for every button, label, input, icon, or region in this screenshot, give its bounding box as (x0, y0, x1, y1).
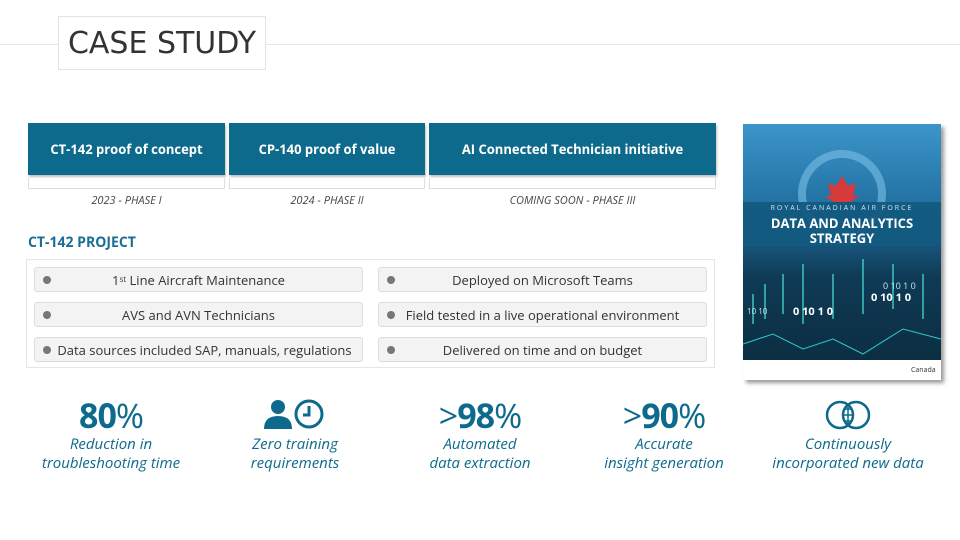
bullet-panel (26, 259, 715, 368)
divider (0, 44, 960, 45)
poster: ROYAL CANADIAN AIR FORCE DATA AND ANALYT… (743, 124, 941, 380)
bullet: Deployed on Microsoft Teams (378, 267, 707, 292)
bullet-text: Deployed on Microsoft Teams (452, 270, 633, 289)
bullet-text: AVS and AVN Technicians (122, 305, 275, 324)
poster-title: DATA AND ANALYTICS (770, 214, 914, 232)
bullet-number: 1 (112, 270, 120, 289)
caption-line: Continuously (804, 434, 892, 454)
phase-box: CP-140 proof of value (229, 123, 425, 175)
bullet-text: Delivered on time and on budget (442, 340, 643, 359)
bullet-text: Data sources included SAP, manuals, regu… (57, 340, 352, 359)
caption-line: incorporated new data (772, 453, 924, 473)
title: CASE STUDY (58, 16, 266, 70)
section-heading: CT-142 PROJECT (28, 233, 136, 252)
stat: >98% (385, 395, 575, 435)
poster-binary: 0 10 1 0 (793, 304, 834, 319)
bracket (28, 178, 225, 189)
stat-caption: Continuously incorporated new data (753, 435, 943, 473)
caption-line: Accurate (635, 434, 693, 454)
caption-line: data extraction (429, 453, 531, 473)
stat-value: 80 (79, 392, 117, 438)
stat-caption: Automated data extraction (385, 435, 575, 473)
caption-line: insight generation (604, 453, 724, 473)
bullet: Data sources included SAP, manuals, regu… (34, 337, 363, 362)
stat-caption: Zero training requirements (200, 435, 390, 473)
poster-binary: 0 10 1 0 (871, 290, 912, 305)
stat: >90% (569, 395, 759, 435)
caption-line: requirements (250, 453, 340, 473)
stat-caption: Reduction in troubleshooting time (16, 435, 206, 473)
phase-box: CT-142 proof of concept (28, 123, 225, 175)
stat-unit: % (115, 392, 144, 438)
caption-line: Zero training (252, 434, 338, 454)
bullet: AVS and AVN Technicians (34, 302, 363, 327)
caption-line: Reduction in (69, 434, 153, 454)
stat-value: 90 (641, 392, 679, 438)
stat-unit: % (494, 392, 522, 438)
poster-binary: 10 10 (747, 306, 768, 317)
caption-line: troubleshooting time (41, 453, 181, 473)
phase-caption: 2024 - PHASE II (290, 193, 364, 208)
bracket (429, 178, 716, 189)
data-icon (825, 400, 871, 430)
poster-org: ROYAL CANADIAN AIR FORCE (770, 204, 914, 213)
stat (753, 395, 943, 435)
bullet-text: Field tested in a live operational envir… (405, 305, 680, 324)
poster-binary: 0 10 1 0 (883, 279, 916, 292)
poster-footer: Canada (911, 366, 936, 375)
caption-line: Automated (443, 434, 517, 454)
stat: 80% (16, 395, 206, 435)
poster-title: STRATEGY (809, 229, 875, 247)
stat-caption: Accurate insight generation (569, 435, 759, 473)
phase-box: AI Connected Technician initiative (429, 123, 716, 175)
stat-prefix: > (622, 392, 642, 438)
poster-art (743, 150, 941, 380)
phase-caption: 2023 - PHASE I (91, 193, 162, 208)
bullet-sup: st (119, 274, 127, 285)
phase-caption: COMING SOON - PHASE III (509, 193, 636, 208)
bullet: Field tested in a live operational envir… (378, 302, 707, 327)
bullet: Delivered on time and on budget (378, 337, 707, 362)
bullet-text: Line Aircraft Maintenance (129, 270, 285, 289)
stat (200, 395, 390, 435)
stat-value: 98 (457, 392, 495, 438)
bracket (229, 178, 425, 189)
stat-prefix: > (438, 392, 458, 438)
training-icon (264, 399, 324, 429)
stat-unit: % (678, 392, 706, 438)
